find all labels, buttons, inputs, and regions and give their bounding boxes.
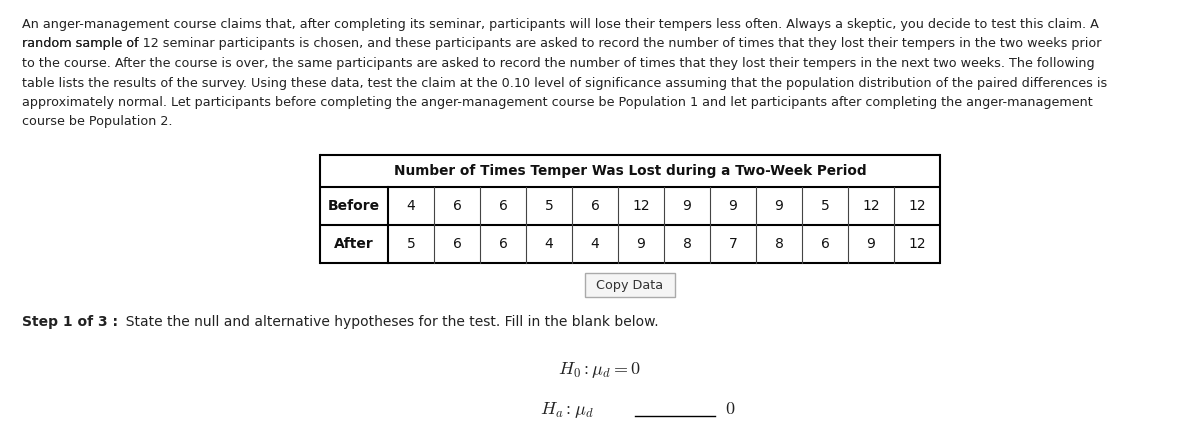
Text: 5: 5 xyxy=(407,237,415,251)
Text: 8: 8 xyxy=(683,237,691,251)
Text: 4: 4 xyxy=(545,237,553,251)
Text: Before: Before xyxy=(328,199,380,213)
Text: 9: 9 xyxy=(728,199,738,213)
Text: 4: 4 xyxy=(590,237,599,251)
Text: An anger-management course claims that, after completing its seminar, participan: An anger-management course claims that, … xyxy=(22,18,1099,31)
Text: 6: 6 xyxy=(498,199,508,213)
Text: $H_a : \mu_d$: $H_a : \mu_d$ xyxy=(540,400,594,420)
Text: 6: 6 xyxy=(821,237,829,251)
Text: 9: 9 xyxy=(866,237,876,251)
Text: 9: 9 xyxy=(774,199,784,213)
Text: 9: 9 xyxy=(683,199,691,213)
Text: approximately normal. Let participants before completing the anger-management co: approximately normal. Let participants b… xyxy=(22,96,1093,109)
Text: 6: 6 xyxy=(590,199,600,213)
Text: 6: 6 xyxy=(498,237,508,251)
Text: to the course. After the course is over, the same participants are asked to reco: to the course. After the course is over,… xyxy=(22,57,1094,70)
Text: 12: 12 xyxy=(632,199,650,213)
Text: 12: 12 xyxy=(908,237,926,251)
Text: $0$: $0$ xyxy=(725,400,736,418)
Text: Number of Times Temper Was Lost during a Two-Week Period: Number of Times Temper Was Lost during a… xyxy=(394,164,866,178)
Text: Copy Data: Copy Data xyxy=(596,279,664,292)
Text: 7: 7 xyxy=(728,237,737,251)
Text: 12: 12 xyxy=(862,199,880,213)
Text: Step 1 of 3 :: Step 1 of 3 : xyxy=(22,315,118,329)
Text: 12: 12 xyxy=(908,199,926,213)
Text: 4: 4 xyxy=(407,199,415,213)
Text: random sample of: random sample of xyxy=(22,38,143,51)
Text: 6: 6 xyxy=(452,237,462,251)
Text: 5: 5 xyxy=(821,199,829,213)
Text: After: After xyxy=(334,237,374,251)
Text: State the null and alternative hypotheses for the test. Fill in the blank below.: State the null and alternative hypothese… xyxy=(118,315,659,329)
Text: 9: 9 xyxy=(636,237,646,251)
Text: $H_0 : \mu_d = 0$: $H_0 : \mu_d = 0$ xyxy=(558,360,642,380)
Text: random sample of 12 seminar participants is chosen, and these participants are a: random sample of 12 seminar participants… xyxy=(22,38,1102,51)
FancyBboxPatch shape xyxy=(586,273,674,297)
Text: table lists the results of the survey. Using these data, test the claim at the 0: table lists the results of the survey. U… xyxy=(22,76,1108,89)
Text: 6: 6 xyxy=(452,199,462,213)
Text: 5: 5 xyxy=(545,199,553,213)
Text: 8: 8 xyxy=(774,237,784,251)
Text: course be Population 2.: course be Population 2. xyxy=(22,115,173,128)
